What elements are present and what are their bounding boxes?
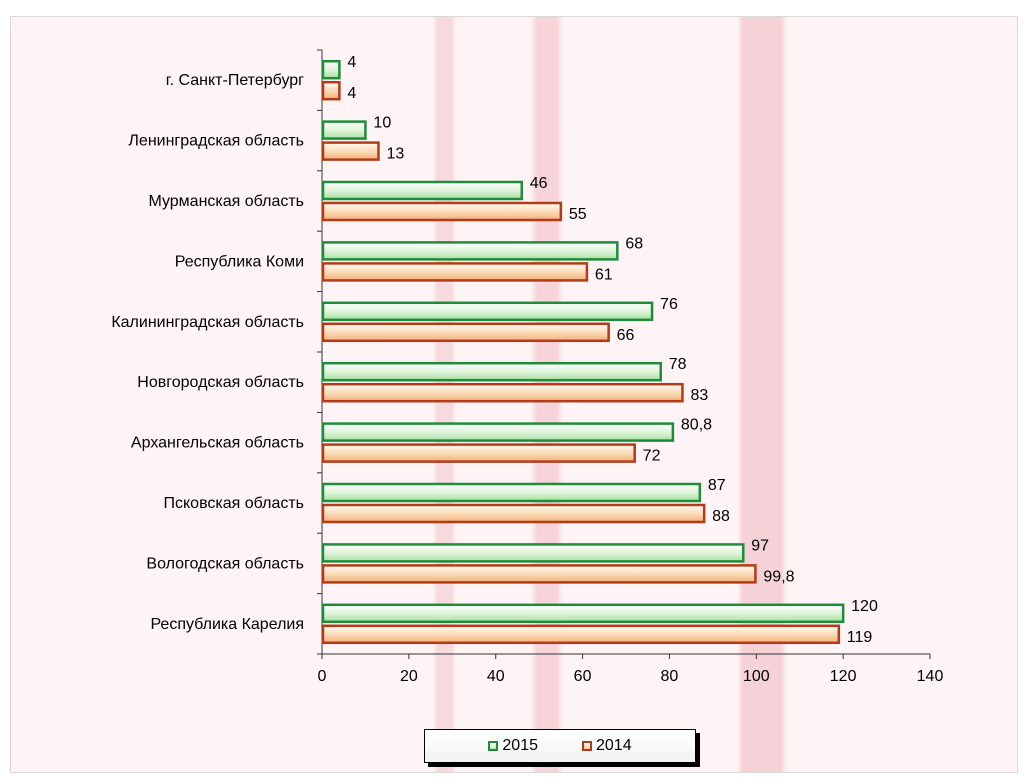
data-label-2014: 61	[595, 266, 613, 283]
x-tick-label: 100	[743, 668, 770, 685]
bar-2014	[321, 564, 757, 584]
x-tick-label: 120	[830, 668, 857, 685]
bar-2015	[321, 59, 341, 80]
data-label-2015: 4	[347, 54, 356, 71]
legend-item-2015: 2015	[488, 737, 538, 755]
bar-2014	[321, 443, 636, 463]
data-label-2014: 88	[712, 508, 730, 525]
bar-2014	[321, 201, 563, 222]
chart-legend: 2015 2014	[424, 729, 696, 763]
x-tick-label: 40	[487, 668, 505, 685]
data-label-2014: 72	[643, 448, 661, 465]
data-label-2014: 4	[347, 85, 356, 102]
y-category-label: Вологодская область	[146, 555, 304, 572]
data-label-2014: 83	[690, 387, 708, 404]
bar-2014	[321, 624, 841, 645]
bar-2014	[321, 382, 684, 403]
bar-2014	[321, 141, 380, 161]
legend-label-2015: 2015	[502, 737, 538, 754]
bar-2015	[321, 120, 367, 140]
bar-2015	[321, 361, 662, 382]
bar-2014	[321, 503, 706, 524]
y-category-label: Республика Карелия	[150, 616, 304, 633]
bar-2015	[321, 422, 675, 442]
x-tick-label: 20	[400, 668, 418, 685]
bar-2015	[321, 482, 702, 503]
data-label-2014: 55	[569, 206, 587, 223]
data-label-2015: 76	[660, 296, 678, 313]
data-label-2015: 68	[625, 235, 643, 252]
bar-2015	[321, 301, 654, 322]
bar-2014	[321, 322, 610, 343]
legend-item-2014: 2014	[582, 737, 632, 755]
bar-2015	[321, 543, 745, 563]
data-label-2015: 97	[751, 537, 769, 554]
y-category-label: Республика Коми	[175, 253, 304, 270]
legend-swatch-2014	[582, 741, 592, 751]
bar-2014	[321, 80, 341, 101]
bar-2014	[321, 262, 589, 282]
y-category-label: Ленинградская область	[128, 133, 304, 150]
data-label-2015: 46	[530, 175, 548, 192]
data-label-2014: 99,8	[763, 568, 794, 585]
data-label-2014: 66	[617, 327, 635, 344]
y-category-label: Калининградская область	[111, 314, 304, 331]
y-category-label: Архангельская область	[131, 435, 304, 452]
bar-2015	[321, 180, 524, 201]
x-tick-label: 60	[574, 668, 592, 685]
data-label-2014: 13	[386, 146, 404, 163]
x-tick-label: 80	[661, 668, 679, 685]
bar-2015	[321, 603, 845, 624]
data-label-2015: 80,8	[681, 417, 712, 434]
y-category-label: г. Санкт-Петербург	[166, 72, 304, 89]
data-label-2015: 10	[373, 115, 391, 132]
legend-swatch-2015	[488, 741, 499, 751]
y-category-label: Мурманская область	[148, 193, 304, 210]
data-label-2015: 78	[669, 356, 687, 373]
data-label-2015: 120	[851, 598, 878, 615]
data-label-2014: 119	[847, 629, 873, 646]
legend-label-2014: 2014	[596, 737, 632, 754]
y-category-label: Новгородская область	[137, 374, 304, 391]
x-tick-label: 140	[917, 668, 944, 685]
x-tick-label: 0	[318, 668, 327, 685]
data-label-2015: 87	[708, 477, 726, 494]
y-category-label: Псковская область	[164, 495, 305, 512]
bar-2015	[321, 241, 619, 261]
